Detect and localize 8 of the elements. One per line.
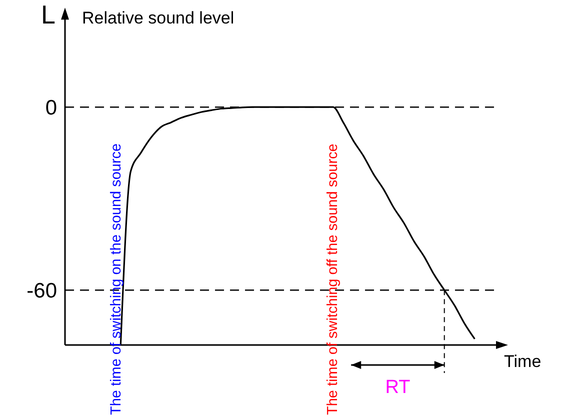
y-tick-label: -60: [26, 279, 57, 302]
annotation: The time of switching on the sound source: [108, 143, 125, 415]
x-axis-title: Time: [504, 352, 542, 371]
y-tick-label: 0: [45, 96, 57, 120]
annotation: The time of switching off the sound source: [325, 144, 342, 415]
y-axis-title: L: [41, 0, 56, 30]
text: RT: [385, 377, 411, 398]
chart-title: Relative sound level: [82, 8, 234, 28]
